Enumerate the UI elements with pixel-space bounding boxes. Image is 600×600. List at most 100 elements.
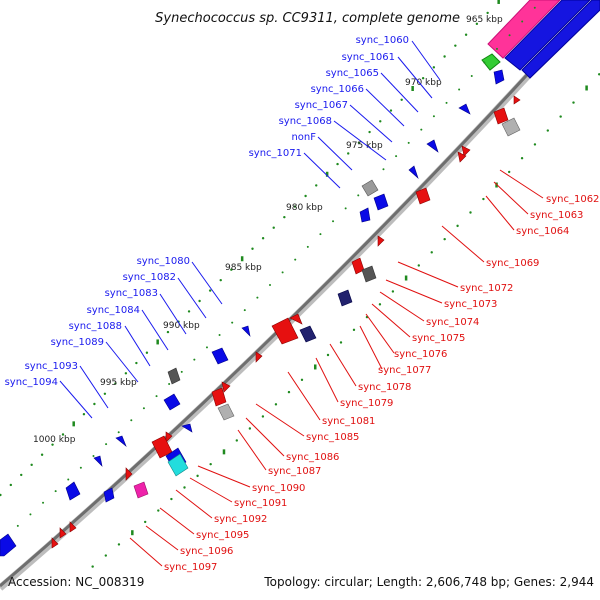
- minor-tick: [170, 497, 173, 501]
- minor-tick: [104, 554, 108, 557]
- gene-label-sync_1077[interactable]: sync_1077: [378, 365, 431, 376]
- minor-tick: [114, 382, 117, 385]
- gene-label-nonF[interactable]: nonF: [291, 132, 316, 143]
- gene-label-sync_1097[interactable]: sync_1097: [164, 562, 217, 573]
- gene-label-sync_1075[interactable]: sync_1075: [412, 333, 465, 344]
- misc-features-forward: [167, 179, 379, 385]
- minor-tick: [219, 278, 222, 282]
- gene-label-sync_1088[interactable]: sync_1088: [69, 321, 122, 332]
- gene-label-sync_1080[interactable]: sync_1080: [137, 256, 190, 267]
- minor-tick: [368, 130, 371, 134]
- minor-tick: [319, 233, 322, 236]
- minor-tick: [117, 431, 120, 434]
- reverse-strand-genes: [51, 95, 521, 549]
- minor-tick: [180, 370, 183, 373]
- minor-tick: [300, 378, 304, 382]
- gene-label-sync_1072[interactable]: sync_1072: [460, 283, 513, 294]
- major-tick: [156, 339, 159, 345]
- kbp-label-980: 980 kbp: [286, 203, 323, 213]
- minor-tick: [326, 353, 330, 357]
- gene-label-sync_1061[interactable]: sync_1061: [342, 52, 395, 63]
- minor-tick: [143, 520, 147, 524]
- gene-label-sync_1094[interactable]: sync_1094: [5, 377, 58, 388]
- gene-label-sync_1084[interactable]: sync_1084: [87, 305, 140, 316]
- minor-tick: [458, 88, 461, 91]
- gene-label-sync_1060[interactable]: sync_1060: [356, 35, 409, 46]
- minor-tick: [407, 141, 410, 144]
- genome-backbone: [0, 5, 593, 591]
- minor-tick: [382, 168, 385, 171]
- minor-tick: [283, 215, 286, 219]
- minor-tick: [183, 486, 186, 489]
- forward-leader-lines: [59, 40, 441, 419]
- gene-label-sync_1083[interactable]: sync_1083: [105, 288, 158, 299]
- major-tick: [72, 421, 75, 427]
- minor-tick: [166, 330, 170, 334]
- gene-label-sync_1076[interactable]: sync_1076: [394, 349, 447, 360]
- minor-tick: [379, 120, 382, 123]
- forward-feature-bar-inner: [521, 0, 600, 79]
- gene-label-sync_1086[interactable]: sync_1086: [286, 452, 339, 463]
- minor-tick: [9, 483, 13, 487]
- gene-label-sync_1073[interactable]: sync_1073: [444, 299, 497, 310]
- major-tick: [325, 171, 329, 177]
- major-tick: [497, 0, 500, 4]
- minor-tick: [105, 443, 108, 446]
- gene-label-sync_1093[interactable]: sync_1093: [25, 361, 78, 372]
- gene-label-sync_1062[interactable]: sync_1062: [546, 194, 599, 205]
- gene-label-sync_1078[interactable]: sync_1078: [358, 382, 411, 393]
- gene-label-sync_1065[interactable]: sync_1065: [326, 68, 379, 79]
- minor-tick: [248, 427, 252, 430]
- gene-label-sync_1067[interactable]: sync_1067: [295, 100, 348, 111]
- gene-label-sync_1069[interactable]: sync_1069: [486, 258, 539, 269]
- minor-tick: [142, 407, 145, 410]
- gene-label-sync_1079[interactable]: sync_1079: [340, 398, 393, 409]
- rrna-feature-bar: [487, 0, 561, 59]
- kbp-label-990: 990 kbp: [163, 321, 200, 331]
- major-tick: [313, 364, 317, 370]
- minor-tick: [67, 478, 70, 481]
- gene-label-sync_1095[interactable]: sync_1095: [196, 530, 249, 541]
- minor-tick: [269, 284, 271, 286]
- minor-tick: [208, 289, 212, 292]
- gene-label-sync_1066[interactable]: sync_1066: [311, 84, 364, 95]
- trna-feature: [481, 53, 501, 71]
- minor-tick: [486, 11, 489, 15]
- gene-label-sync_1074[interactable]: sync_1074: [426, 317, 479, 328]
- gene-label-sync_1081[interactable]: sync_1081: [322, 416, 375, 427]
- minor-tick: [306, 245, 309, 248]
- gene-label-sync_1092[interactable]: sync_1092: [214, 514, 267, 525]
- gene-label-sync_1063[interactable]: sync_1063: [530, 210, 583, 221]
- gene-label-sync_1082[interactable]: sync_1082: [123, 272, 176, 283]
- minor-tick: [464, 33, 468, 36]
- minor-tick: [304, 194, 307, 198]
- kbp-label-975: 975 kbp: [346, 141, 383, 151]
- minor-tick: [261, 415, 265, 418]
- minor-tick: [40, 453, 44, 456]
- minor-tick: [357, 141, 361, 144]
- accession-text: Accession: NC_008319: [8, 575, 144, 589]
- misc-features-reverse: [133, 117, 521, 499]
- gene-label-sync_1087[interactable]: sync_1087: [268, 466, 321, 477]
- gene-label-sync_1085[interactable]: sync_1085: [306, 432, 359, 443]
- gene-label-sync_1064[interactable]: sync_1064: [516, 226, 569, 237]
- gene-label-sync_1071[interactable]: sync_1071: [249, 148, 302, 159]
- minor-tick: [520, 157, 524, 160]
- minor-tick: [145, 351, 149, 354]
- kbp-label-995: 995 kbp: [100, 378, 137, 388]
- minor-tick: [103, 392, 107, 395]
- major-tick: [131, 530, 134, 536]
- minor-tick: [168, 383, 171, 386]
- minor-tick: [256, 296, 259, 299]
- topology-summary-text: Topology: circular; Length: 2,606,748 bp…: [263, 575, 594, 589]
- gene-label-sync_1091[interactable]: sync_1091: [234, 498, 287, 509]
- gene-label-sync_1090[interactable]: sync_1090: [252, 483, 305, 494]
- gene-label-sync_1089[interactable]: sync_1089: [51, 337, 104, 348]
- gene-label-sync_1068[interactable]: sync_1068: [279, 116, 332, 127]
- gene-label-sync_1096[interactable]: sync_1096: [180, 546, 233, 557]
- major-tick: [411, 86, 414, 91]
- minor-tick: [315, 184, 318, 187]
- minor-tick: [347, 152, 350, 155]
- minor-tick: [417, 264, 420, 267]
- minor-tick: [470, 75, 473, 78]
